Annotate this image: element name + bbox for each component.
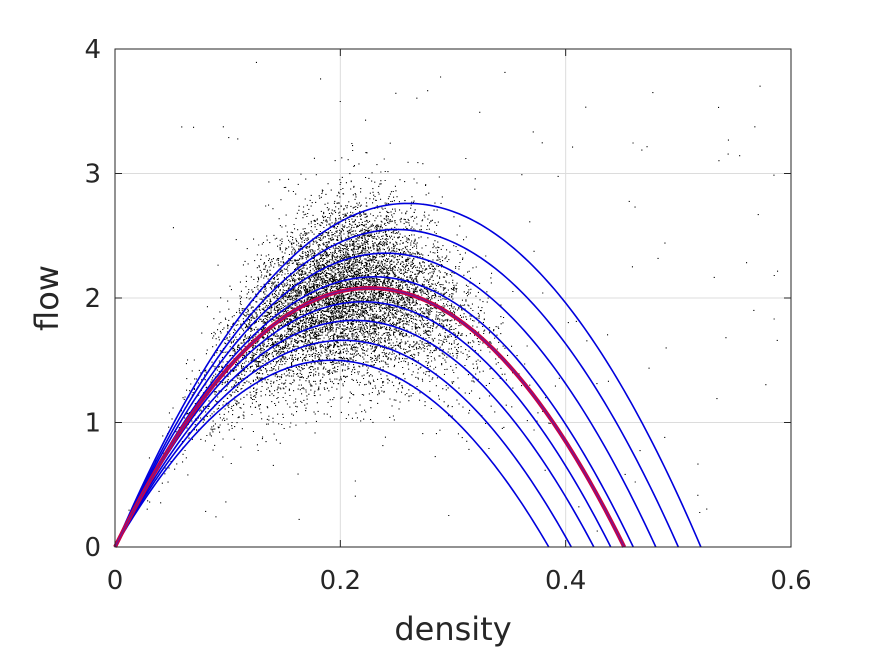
y-tick-label: 2 xyxy=(84,284,101,314)
x-axis-label: density xyxy=(394,610,511,648)
model-curves xyxy=(113,202,702,548)
model-curve-5 xyxy=(114,276,634,548)
x-tick-label: 0 xyxy=(107,566,124,596)
y-tick-label: 0 xyxy=(84,533,101,563)
x-tick-label: 0.6 xyxy=(770,566,811,596)
model-curve-4 xyxy=(114,300,612,548)
x-tick-label: 0.4 xyxy=(545,566,586,596)
y-axis-label: flow xyxy=(28,265,66,331)
y-tick-label: 3 xyxy=(84,160,101,190)
model-curve-6 xyxy=(114,252,657,548)
mean-curve-core xyxy=(114,287,625,548)
grid xyxy=(115,49,791,547)
model-curve-3 xyxy=(114,319,595,548)
x-tick-label: 0.2 xyxy=(320,566,361,596)
model-curve-1 xyxy=(114,359,550,548)
model-curve-7 xyxy=(114,228,680,548)
model-curve-2 xyxy=(114,339,572,548)
model-curve-8 xyxy=(114,202,702,548)
y-tick-label: 1 xyxy=(84,409,101,439)
axis-ticks: 0 0.2 0.4 0.6 0 1 2 3 4 xyxy=(84,35,811,596)
y-tick-label: 4 xyxy=(84,35,101,65)
